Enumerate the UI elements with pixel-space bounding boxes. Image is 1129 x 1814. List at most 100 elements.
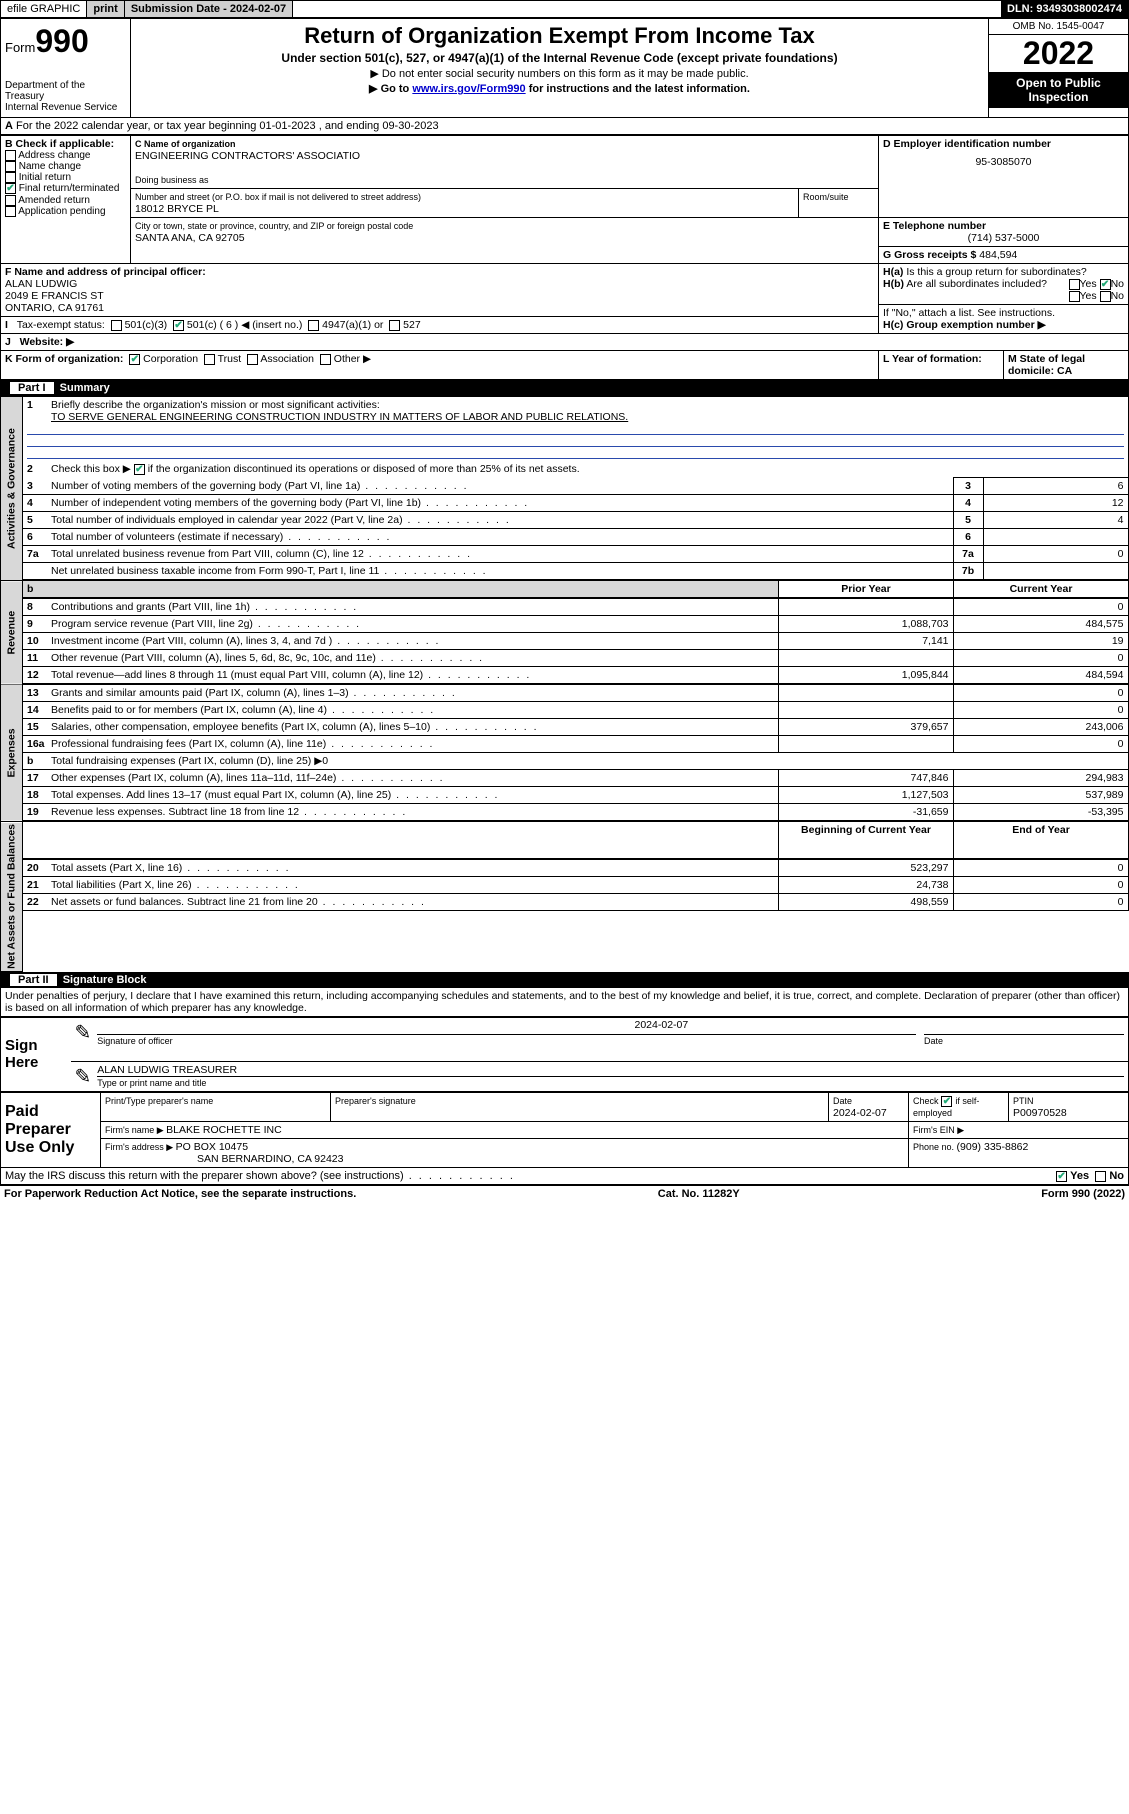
street-value: 18012 BRYCE PL	[135, 203, 219, 215]
header-info-table: B Check if applicable: Address change Na…	[0, 135, 1129, 380]
b-opt-1-checkbox[interactable]	[5, 161, 16, 172]
k-opt-3-checkbox[interactable]	[320, 354, 331, 365]
b-opt-3-checkbox[interactable]	[5, 183, 16, 194]
row-text: Total liabilities (Part X, line 26)	[51, 879, 774, 891]
row-prior: 24,738	[778, 876, 953, 893]
print-button[interactable]: print	[87, 1, 124, 17]
gov-row-value: 4	[983, 512, 1128, 529]
irs-yes-checkbox[interactable]	[1056, 1171, 1067, 1182]
j-label: Website: ▶	[20, 336, 75, 348]
e-label: E Telephone number	[883, 220, 986, 232]
b-opt-5-checkbox[interactable]	[5, 206, 16, 217]
ha-yes-checkbox[interactable]	[1069, 279, 1080, 290]
b-opt-0-checkbox[interactable]	[5, 150, 16, 161]
self-employed-checkbox[interactable]	[941, 1096, 952, 1107]
footer-left: For Paperwork Reduction Act Notice, see …	[4, 1188, 356, 1200]
row-current: 484,575	[953, 616, 1128, 633]
row-prior: 379,657	[778, 719, 953, 736]
row-text: Contributions and grants (Part VIII, lin…	[51, 601, 774, 613]
hb-yes-checkbox[interactable]	[1069, 291, 1080, 302]
ha-no-checkbox[interactable]	[1100, 279, 1111, 290]
row-text: Program service revenue (Part VIII, line…	[51, 618, 774, 630]
phone-value: (714) 537-5000	[883, 232, 1124, 244]
row-text: Benefits paid to or for members (Part IX…	[51, 704, 774, 716]
form-header: Form990 Department of the Treasury Inter…	[0, 18, 1129, 118]
omb-number: OMB No. 1545-0047	[989, 19, 1128, 35]
k-opt-2-checkbox[interactable]	[247, 354, 258, 365]
row-current: 537,989	[953, 787, 1128, 804]
city-value: SANTA ANA, CA 92705	[135, 232, 245, 244]
sign-here-label: Sign Here	[1, 1017, 71, 1091]
b-opt-2-checkbox[interactable]	[5, 172, 16, 183]
row-text: Revenue less expenses. Subtract line 18 …	[51, 806, 774, 818]
k-opt-0-checkbox[interactable]	[129, 354, 140, 365]
row-current: 0	[953, 702, 1128, 719]
officer-addr2: ONTARIO, CA 91761	[5, 302, 104, 314]
gross-receipts: 484,594	[979, 249, 1017, 261]
hb-no-checkbox[interactable]	[1100, 291, 1111, 302]
room-label: Room/suite	[803, 192, 849, 202]
sig-name-label: Type or print name and title	[97, 1078, 206, 1088]
row-current: 0	[953, 859, 1128, 876]
gov-row-text: Net unrelated business taxable income fr…	[51, 565, 949, 577]
row-current: 0	[953, 599, 1128, 616]
efile-label: efile GRAPHIC	[1, 1, 87, 17]
revenue-label: Revenue	[1, 581, 23, 685]
row-prior	[778, 599, 953, 616]
row-current: 243,006	[953, 719, 1128, 736]
top-bar: efile GRAPHIC print Submission Date - 20…	[0, 0, 1129, 18]
part1-table: Activities & Governance 1 Briefly descri…	[0, 396, 1129, 972]
q2-checkbox[interactable]	[134, 464, 145, 475]
part1-header: Part I Summary	[0, 380, 1129, 396]
row-current: 0	[953, 876, 1128, 893]
i-opt-3-checkbox[interactable]	[389, 320, 400, 331]
row-prior: 498,559	[778, 893, 953, 910]
l-label: L Year of formation:	[883, 353, 982, 365]
prior-year-header: Prior Year	[779, 581, 954, 598]
form-note2: ▶ Go to www.irs.gov/Form990 for instruct…	[135, 82, 984, 95]
gov-row-box: 7a	[953, 546, 983, 563]
gov-row-value: 12	[983, 495, 1128, 512]
gov-row-box: 3	[953, 478, 983, 495]
row-text: Total fundraising expenses (Part IX, col…	[51, 755, 1124, 767]
gov-row-value: 6	[983, 478, 1128, 495]
sig-officer-label: Signature of officer	[97, 1036, 172, 1046]
form-title: Return of Organization Exempt From Incom…	[135, 23, 984, 49]
form-header-mid: Return of Organization Exempt From Incom…	[131, 19, 988, 117]
row-text: Total assets (Part X, line 16)	[51, 862, 774, 874]
submission-date: Submission Date - 2024-02-07	[125, 1, 293, 17]
form990-link[interactable]: www.irs.gov/Form990	[412, 83, 525, 95]
sig-date-label: Date	[924, 1036, 943, 1046]
b-opt-4-checkbox[interactable]	[5, 195, 16, 206]
ptin-value: P00970528	[1013, 1107, 1067, 1119]
gov-row-text: Number of independent voting members of …	[51, 497, 949, 509]
c-label: C Name of organization	[135, 139, 236, 149]
row-prior: 7,141	[778, 633, 953, 650]
row-prior	[778, 702, 953, 719]
page-footer: For Paperwork Reduction Act Notice, see …	[0, 1185, 1129, 1202]
row-prior: -31,659	[778, 804, 953, 821]
firm-name: BLAKE ROCHETTE INC	[166, 1124, 282, 1136]
irs-no-checkbox[interactable]	[1095, 1171, 1106, 1182]
governance-label: Activities & Governance	[1, 397, 23, 581]
gov-row-box: 6	[953, 529, 983, 546]
irs-label: Internal Revenue Service	[5, 102, 126, 113]
row-current: 0	[953, 650, 1128, 667]
i-opt-2-checkbox[interactable]	[308, 320, 319, 331]
gov-row-text: Number of voting members of the governin…	[51, 480, 949, 492]
gov-row-box: 5	[953, 512, 983, 529]
i-opt-1-checkbox[interactable]	[173, 320, 184, 331]
row-text: Salaries, other compensation, employee b…	[51, 721, 774, 733]
row-prior: 523,297	[778, 859, 953, 876]
may-irs-row: May the IRS discuss this return with the…	[0, 1168, 1129, 1185]
org-name: ENGINEERING CONTRACTORS' ASSOCIATIO	[135, 150, 360, 162]
city-label: City or town, state or province, country…	[135, 221, 413, 231]
row-current: 0	[953, 685, 1128, 702]
m-label: M State of legal domicile: CA	[1008, 353, 1085, 377]
row-current: 294,983	[953, 770, 1128, 787]
signature-table: Sign Here ✎ Signature of officer Date 20…	[0, 1017, 1129, 1092]
k-opt-1-checkbox[interactable]	[204, 354, 215, 365]
form-subtitle: Under section 501(c), 527, or 4947(a)(1)…	[135, 51, 984, 65]
gov-row-box: 4	[953, 495, 983, 512]
i-opt-0-checkbox[interactable]	[111, 320, 122, 331]
